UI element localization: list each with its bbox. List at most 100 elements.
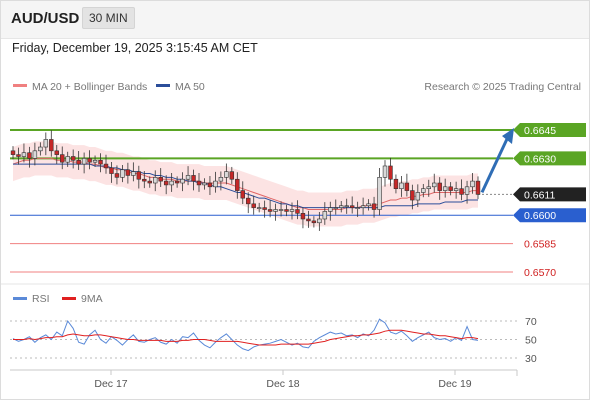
datetime-label: Friday, December 19, 2025 3:15:45 AM CET bbox=[12, 41, 258, 55]
candle-body bbox=[120, 169, 125, 178]
candles bbox=[10, 130, 481, 231]
candle-body bbox=[21, 152, 27, 157]
candle-body bbox=[256, 207, 262, 209]
chart-header: AUD/USD 30 MIN bbox=[0, 0, 590, 39]
arrow-head bbox=[502, 128, 514, 144]
level-tag-0.6600 bbox=[513, 208, 586, 223]
timeframe-button[interactable]: 30 MIN bbox=[82, 7, 135, 29]
x-tick-label: Dec 17 bbox=[94, 378, 127, 390]
candle-body bbox=[273, 209, 278, 212]
candle-body bbox=[333, 207, 338, 209]
candle-body bbox=[448, 186, 453, 191]
candle-body bbox=[180, 178, 185, 184]
candle-body bbox=[404, 182, 410, 191]
candle-body bbox=[410, 190, 415, 201]
x-tick-label: Dec 18 bbox=[266, 378, 299, 390]
candle-body bbox=[289, 209, 295, 212]
candle-body bbox=[163, 180, 169, 186]
price-levels: 0.6645 0.6630 0.6611 0.6600 0.6585 0.6570 bbox=[10, 123, 586, 279]
candle-body bbox=[355, 207, 360, 209]
candle-body bbox=[311, 220, 317, 224]
candle-body bbox=[388, 165, 393, 180]
moving-averages bbox=[12, 157, 478, 211]
candle-body bbox=[317, 218, 322, 224]
symbol-label: AUD/USD bbox=[11, 10, 80, 27]
level-label-0.6570: 0.6570 bbox=[524, 267, 556, 279]
candle-body bbox=[437, 182, 442, 191]
candle-body bbox=[360, 205, 366, 208]
candle-body bbox=[344, 205, 349, 208]
x-tick-label: Dec 19 bbox=[438, 378, 471, 390]
candle-body bbox=[103, 163, 109, 169]
x-axis: Dec 17 Dec 18 Dec 19 bbox=[94, 370, 472, 390]
candle-body bbox=[98, 159, 103, 165]
candle-body bbox=[371, 203, 377, 210]
candle-body bbox=[43, 139, 49, 148]
candle-body bbox=[262, 207, 267, 210]
ma20-legend-label: MA 20 + Bollinger Bands bbox=[32, 81, 147, 93]
rsi-ma-line bbox=[13, 329, 479, 346]
candle-body bbox=[136, 171, 142, 180]
rsi-ma-legend-label: 9MA bbox=[81, 293, 103, 305]
candle-body bbox=[218, 177, 224, 182]
level-label-0.6630: 0.6630 bbox=[524, 153, 556, 165]
candle-body bbox=[470, 180, 475, 188]
candle-body bbox=[426, 186, 431, 189]
level-tag-0.6611 bbox=[513, 187, 586, 202]
rsi-pane: 70 50 30 bbox=[10, 316, 537, 365]
candle-body bbox=[153, 177, 158, 184]
candle-body bbox=[322, 211, 328, 220]
candle-body bbox=[125, 169, 131, 176]
candle-body bbox=[267, 209, 273, 212]
candle-body bbox=[349, 205, 355, 208]
arrow-shaft bbox=[480, 138, 509, 194]
rsi-line bbox=[12, 318, 479, 352]
candle-body bbox=[158, 177, 163, 182]
candle-body bbox=[224, 171, 229, 178]
candle-body bbox=[421, 188, 426, 193]
candle-body bbox=[196, 180, 202, 186]
candle-body bbox=[295, 209, 300, 214]
bollinger-fill bbox=[13, 141, 478, 227]
projection-arrow bbox=[480, 128, 514, 194]
candle-body bbox=[306, 218, 311, 222]
candle-body bbox=[169, 180, 174, 186]
level-label-0.6611: 0.6611 bbox=[524, 189, 555, 201]
candle-body bbox=[54, 150, 59, 155]
rsi-legend-swatch bbox=[13, 297, 27, 300]
candle-body bbox=[366, 203, 371, 207]
candle-body bbox=[92, 159, 98, 163]
candle-body bbox=[114, 173, 120, 178]
candle-body bbox=[453, 188, 459, 191]
candle-body bbox=[442, 186, 448, 191]
candle-body bbox=[284, 209, 289, 212]
candle-body bbox=[27, 152, 32, 159]
candle-body bbox=[191, 175, 196, 182]
candle-body bbox=[32, 150, 38, 159]
candle-body bbox=[147, 180, 152, 184]
candle-body bbox=[142, 178, 147, 182]
candle-body bbox=[235, 178, 240, 191]
ma20-legend-swatch bbox=[13, 84, 27, 87]
candle-body bbox=[475, 180, 481, 195]
level-label-0.6600: 0.6600 bbox=[524, 210, 556, 222]
candle-body bbox=[229, 171, 235, 180]
candle-body bbox=[328, 207, 333, 212]
candle-body bbox=[377, 177, 382, 210]
candle-body bbox=[415, 192, 421, 201]
candle-body bbox=[339, 205, 344, 208]
candle-body bbox=[185, 175, 191, 180]
candle-body bbox=[10, 150, 16, 155]
candle-body bbox=[81, 158, 87, 165]
candle-body bbox=[109, 167, 114, 174]
candle-body bbox=[76, 159, 81, 165]
candle-body bbox=[459, 188, 464, 195]
candle-body bbox=[174, 180, 180, 184]
candle-body bbox=[399, 182, 404, 189]
rsi-tick-30: 30 bbox=[525, 353, 537, 365]
candle-body bbox=[16, 154, 21, 157]
candle-body bbox=[202, 182, 207, 186]
rsi-ma-legend-swatch bbox=[62, 297, 76, 300]
candle-body bbox=[240, 190, 245, 199]
